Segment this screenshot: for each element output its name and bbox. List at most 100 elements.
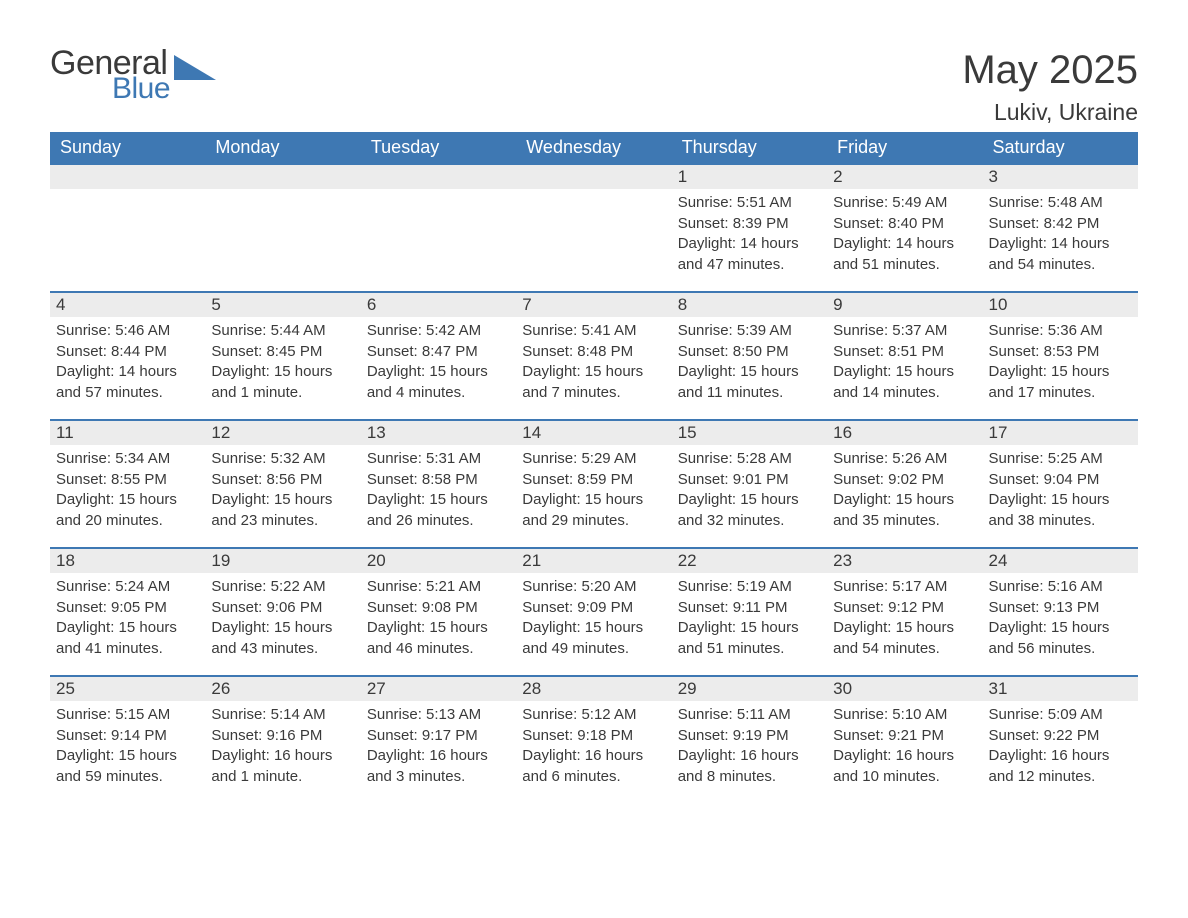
daylight-line: Daylight: 15 hours and 17 minutes.	[989, 362, 1132, 403]
daylight-line: Daylight: 16 hours and 3 minutes.	[367, 746, 510, 787]
day-number: 18	[50, 547, 205, 573]
day-number: 7	[516, 291, 671, 317]
daylight-line: Daylight: 15 hours and 51 minutes.	[678, 618, 821, 659]
sunrise-line: Sunrise: 5:10 AM	[833, 705, 976, 726]
day-number: 9	[827, 291, 982, 317]
sunrise-line: Sunrise: 5:22 AM	[211, 577, 354, 598]
calendar-day-cell: 9Sunrise: 5:37 AMSunset: 8:51 PMDaylight…	[827, 291, 982, 419]
sunrise-line: Sunrise: 5:12 AM	[522, 705, 665, 726]
day-number-bar-empty	[516, 163, 671, 189]
day-number: 21	[516, 547, 671, 573]
calendar-day-cell	[516, 163, 671, 291]
sunset-line: Sunset: 9:22 PM	[989, 726, 1132, 747]
daylight-line: Daylight: 16 hours and 10 minutes.	[833, 746, 976, 787]
calendar-day-cell: 25Sunrise: 5:15 AMSunset: 9:14 PMDayligh…	[50, 675, 205, 803]
day-number: 1	[672, 163, 827, 189]
sunset-line: Sunset: 9:13 PM	[989, 598, 1132, 619]
calendar-week-row: 1Sunrise: 5:51 AMSunset: 8:39 PMDaylight…	[50, 163, 1138, 291]
calendar-day-cell	[361, 163, 516, 291]
sunrise-line: Sunrise: 5:36 AM	[989, 321, 1132, 342]
sunset-line: Sunset: 9:04 PM	[989, 470, 1132, 491]
day-details: Sunrise: 5:51 AMSunset: 8:39 PMDaylight:…	[672, 189, 827, 276]
sunset-line: Sunset: 8:51 PM	[833, 342, 976, 363]
day-number: 27	[361, 675, 516, 701]
day-details: Sunrise: 5:25 AMSunset: 9:04 PMDaylight:…	[983, 445, 1138, 532]
day-number: 28	[516, 675, 671, 701]
sunset-line: Sunset: 9:09 PM	[522, 598, 665, 619]
day-number: 26	[205, 675, 360, 701]
daylight-line: Daylight: 15 hours and 32 minutes.	[678, 490, 821, 531]
day-number: 3	[983, 163, 1138, 189]
logo-triangle-icon	[174, 50, 216, 80]
weekday-header: Friday	[827, 132, 982, 163]
calendar-day-cell: 27Sunrise: 5:13 AMSunset: 9:17 PMDayligh…	[361, 675, 516, 803]
sunset-line: Sunset: 9:11 PM	[678, 598, 821, 619]
weekday-header: Monday	[205, 132, 360, 163]
day-details: Sunrise: 5:32 AMSunset: 8:56 PMDaylight:…	[205, 445, 360, 532]
daylight-line: Daylight: 15 hours and 56 minutes.	[989, 618, 1132, 659]
calendar-day-cell: 4Sunrise: 5:46 AMSunset: 8:44 PMDaylight…	[50, 291, 205, 419]
calendar-table: Sunday Monday Tuesday Wednesday Thursday…	[50, 132, 1138, 803]
calendar-day-cell: 2Sunrise: 5:49 AMSunset: 8:40 PMDaylight…	[827, 163, 982, 291]
sunrise-line: Sunrise: 5:09 AM	[989, 705, 1132, 726]
sunset-line: Sunset: 8:39 PM	[678, 214, 821, 235]
sunset-line: Sunset: 8:55 PM	[56, 470, 199, 491]
day-number: 24	[983, 547, 1138, 573]
day-details: Sunrise: 5:29 AMSunset: 8:59 PMDaylight:…	[516, 445, 671, 532]
calendar-day-cell	[50, 163, 205, 291]
day-details: Sunrise: 5:42 AMSunset: 8:47 PMDaylight:…	[361, 317, 516, 404]
calendar-day-cell: 16Sunrise: 5:26 AMSunset: 9:02 PMDayligh…	[827, 419, 982, 547]
calendar-week-row: 25Sunrise: 5:15 AMSunset: 9:14 PMDayligh…	[50, 675, 1138, 803]
sunrise-line: Sunrise: 5:32 AM	[211, 449, 354, 470]
day-details: Sunrise: 5:39 AMSunset: 8:50 PMDaylight:…	[672, 317, 827, 404]
day-details: Sunrise: 5:17 AMSunset: 9:12 PMDaylight:…	[827, 573, 982, 660]
calendar-day-cell: 31Sunrise: 5:09 AMSunset: 9:22 PMDayligh…	[983, 675, 1138, 803]
daylight-line: Daylight: 15 hours and 29 minutes.	[522, 490, 665, 531]
sunrise-line: Sunrise: 5:17 AM	[833, 577, 976, 598]
calendar-day-cell: 14Sunrise: 5:29 AMSunset: 8:59 PMDayligh…	[516, 419, 671, 547]
calendar-day-cell: 5Sunrise: 5:44 AMSunset: 8:45 PMDaylight…	[205, 291, 360, 419]
sunrise-line: Sunrise: 5:24 AM	[56, 577, 199, 598]
sunset-line: Sunset: 8:53 PM	[989, 342, 1132, 363]
sunset-line: Sunset: 8:42 PM	[989, 214, 1132, 235]
day-number: 22	[672, 547, 827, 573]
daylight-line: Daylight: 15 hours and 11 minutes.	[678, 362, 821, 403]
weekday-header: Saturday	[983, 132, 1138, 163]
day-number: 31	[983, 675, 1138, 701]
calendar-day-cell: 18Sunrise: 5:24 AMSunset: 9:05 PMDayligh…	[50, 547, 205, 675]
calendar-day-cell: 3Sunrise: 5:48 AMSunset: 8:42 PMDaylight…	[983, 163, 1138, 291]
daylight-line: Daylight: 14 hours and 54 minutes.	[989, 234, 1132, 275]
daylight-line: Daylight: 15 hours and 23 minutes.	[211, 490, 354, 531]
daylight-line: Daylight: 15 hours and 49 minutes.	[522, 618, 665, 659]
sunset-line: Sunset: 9:02 PM	[833, 470, 976, 491]
sunset-line: Sunset: 8:45 PM	[211, 342, 354, 363]
sunrise-line: Sunrise: 5:44 AM	[211, 321, 354, 342]
sunset-line: Sunset: 9:08 PM	[367, 598, 510, 619]
calendar-day-cell: 30Sunrise: 5:10 AMSunset: 9:21 PMDayligh…	[827, 675, 982, 803]
calendar-day-cell: 29Sunrise: 5:11 AMSunset: 9:19 PMDayligh…	[672, 675, 827, 803]
day-details: Sunrise: 5:11 AMSunset: 9:19 PMDaylight:…	[672, 701, 827, 788]
day-number: 19	[205, 547, 360, 573]
sunrise-line: Sunrise: 5:48 AM	[989, 193, 1132, 214]
page-title: May 2025	[962, 48, 1138, 93]
sunrise-line: Sunrise: 5:31 AM	[367, 449, 510, 470]
day-number: 11	[50, 419, 205, 445]
calendar-day-cell: 15Sunrise: 5:28 AMSunset: 9:01 PMDayligh…	[672, 419, 827, 547]
calendar-day-cell: 21 Sunrise: 5:20 AMSunset: 9:09 PMDayligh…	[516, 547, 671, 675]
calendar-week-row: 4Sunrise: 5:46 AMSunset: 8:44 PMDaylight…	[50, 291, 1138, 419]
daylight-line: Daylight: 15 hours and 7 minutes.	[522, 362, 665, 403]
day-details: Sunrise: 5:14 AMSunset: 9:16 PMDaylight:…	[205, 701, 360, 788]
day-number: 2	[827, 163, 982, 189]
daylight-line: Daylight: 14 hours and 57 minutes.	[56, 362, 199, 403]
day-details: Sunrise: 5:48 AMSunset: 8:42 PMDaylight:…	[983, 189, 1138, 276]
logo-blue-text: Blue	[112, 75, 170, 102]
day-number-bar-empty	[50, 163, 205, 189]
day-number: 15	[672, 419, 827, 445]
sunset-line: Sunset: 8:40 PM	[833, 214, 976, 235]
sunset-line: Sunset: 9:21 PM	[833, 726, 976, 747]
day-number: 29	[672, 675, 827, 701]
day-number: 16	[827, 419, 982, 445]
sunrise-line: Sunrise: 5:20 AM	[522, 577, 665, 598]
day-details: Sunrise: 5:10 AMSunset: 9:21 PMDaylight:…	[827, 701, 982, 788]
day-details: Sunrise: 5:09 AMSunset: 9:22 PMDaylight:…	[983, 701, 1138, 788]
